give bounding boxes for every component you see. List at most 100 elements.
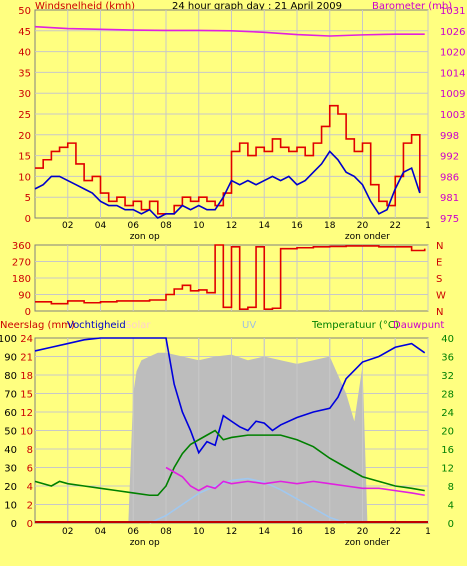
compass-tick-label: S [436, 274, 442, 285]
x-tick-label: 10 [193, 221, 205, 231]
direction-y-tick-label: 360 [12, 241, 31, 252]
rain-y-tick-label: 8 [27, 445, 33, 456]
x-tick-label: 22 [390, 221, 401, 231]
barometer-y-tick-label: 1003 [440, 110, 465, 121]
humidity-y-tick-label: 80 [4, 371, 17, 382]
x-tick-label: 08 [160, 221, 172, 231]
humidity-line [34, 337, 426, 455]
temperature-axis-title: Temperatuur (°C) [312, 320, 399, 331]
barometer-y-tick-label: 1026 [440, 27, 465, 38]
direction-y-tick-label: 180 [12, 274, 31, 285]
x-tick-label: 16 [291, 527, 303, 537]
x-tick-label: 12 [226, 527, 237, 537]
wind-y-tick-label: 35 [18, 68, 31, 79]
wind-y-tick-label: 10 [18, 172, 31, 183]
graph-title: 24 hour graph day : 21 April 2009 [172, 1, 342, 12]
x-tick-label: 1 [425, 527, 431, 537]
humidity-label: Vochtigheid [67, 320, 126, 331]
temperature-y-tick-label: 4 [448, 501, 454, 512]
x-tick-label: 14 [259, 527, 271, 537]
x-tick-label: 20 [357, 527, 369, 537]
barometer-y-tick-label: 1009 [440, 89, 465, 100]
humidity-y-tick-label: 10 [4, 501, 17, 512]
sunset-label-lower: zon onder [345, 538, 390, 548]
temperature-line [34, 429, 425, 497]
compass-tick-label: W [436, 291, 446, 302]
temperature-y-tick-label: 28 [441, 390, 454, 401]
compass-tick-label: E [436, 258, 442, 269]
barometer-y-tick-label: 986 [440, 172, 459, 183]
barometer-y-tick-label: 998 [440, 131, 459, 142]
humidity-y-tick-label: 90 [4, 353, 17, 364]
compass-tick-label: N [436, 307, 443, 318]
wind-y-tick-label: 25 [18, 110, 31, 121]
barometer-y-tick-label: 992 [440, 152, 459, 163]
rain-y-tick-label: 10 [20, 427, 33, 438]
humidity-y-tick-label: 40 [4, 445, 17, 456]
rain-y-tick-label: 18 [20, 371, 33, 382]
x-tick-label: 10 [193, 527, 205, 537]
wind-y-tick-label: 5 [25, 193, 31, 204]
x-tick-label: 02 [62, 527, 73, 537]
humidity-y-tick-label: 0 [11, 519, 17, 530]
x-tick-label: 18 [324, 527, 336, 537]
x-tick-label: 14 [259, 221, 271, 231]
x-tick-label: 04 [95, 527, 107, 537]
wind-y-tick-label: 45 [18, 27, 31, 38]
wind-axis-title: Windsnelheid (kmh) [35, 1, 136, 12]
rain-y-tick-label: 12 [20, 408, 33, 419]
wind-y-tick-label: 0 [25, 214, 31, 225]
dewpoint-line [165, 466, 425, 497]
x-tick-label: 20 [357, 221, 369, 231]
wind-gust-line [35, 104, 421, 215]
sunrise-label: zon op [130, 232, 160, 242]
x-tick-label: 06 [128, 527, 140, 537]
wind-y-tick-label: 30 [18, 89, 31, 100]
x-tick-label: 06 [128, 221, 140, 231]
temperature-y-tick-label: 20 [441, 427, 454, 438]
barometer-y-tick-label: 1020 [440, 48, 465, 59]
barometer-y-tick-label: 1031 [440, 6, 465, 17]
humidity-y-tick-label: 20 [4, 482, 17, 493]
x-tick-label: 16 [291, 221, 303, 231]
humidity-y-tick-label: 70 [4, 390, 17, 401]
barometer-axis-title: Barometer (mb) [372, 1, 453, 12]
temperature-y-tick-label: 16 [441, 445, 454, 456]
temperature-y-tick-label: 32 [441, 371, 454, 382]
temperature-y-tick-label: 12 [441, 464, 454, 475]
dewpoint-label: Dauwpunt [393, 320, 445, 331]
rain-y-tick-label: 24 [20, 334, 33, 345]
x-tick-label: 1 [425, 221, 431, 231]
wind-y-tick-label: 20 [18, 131, 31, 142]
humidity-y-tick-label: 50 [4, 427, 17, 438]
wind-y-tick-label: 40 [18, 48, 31, 59]
x-tick-label: 18 [324, 221, 336, 231]
rain-y-tick-label: 2 [27, 501, 33, 512]
barometer-y-tick-label: 975 [440, 214, 459, 225]
rain-y-tick-label: 21 [20, 353, 33, 364]
rain-y-tick-label: 0 [27, 519, 33, 530]
wind-y-tick-label: 15 [18, 152, 31, 163]
x-tick-label: 08 [160, 527, 172, 537]
direction-y-tick-label: 90 [18, 291, 31, 302]
temperature-y-tick-label: 24 [441, 408, 454, 419]
humidity-y-tick-label: 100 [0, 334, 17, 345]
sunrise-label-lower: zon op [130, 538, 160, 548]
x-tick-label: 22 [390, 527, 401, 537]
compass-tick-label: N [436, 241, 443, 252]
solar-area [128, 352, 368, 523]
direction-y-tick-label: 0 [25, 307, 31, 318]
solar-label: Solar [125, 320, 151, 331]
temperature-y-tick-label: 40 [441, 334, 454, 345]
rain-y-tick-label: 15 [20, 390, 33, 401]
x-tick-label: 12 [226, 221, 237, 231]
temperature-y-tick-label: 8 [448, 482, 454, 493]
sunset-label: zon onder [345, 232, 390, 242]
barometer-y-tick-label: 1014 [440, 68, 465, 79]
wind-y-tick-label: 50 [18, 6, 31, 17]
x-tick-label: 04 [95, 221, 107, 231]
rain-y-tick-label: 4 [27, 482, 33, 493]
humidity-y-tick-label: 30 [4, 464, 17, 475]
rain-axis-title: Neerslag (mm) [0, 320, 75, 331]
